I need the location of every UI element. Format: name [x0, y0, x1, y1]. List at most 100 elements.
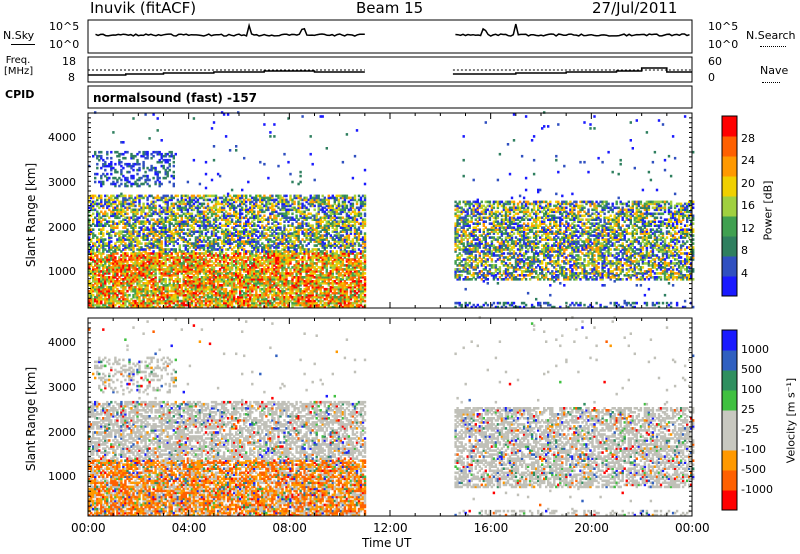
- power-cell: [215, 286, 217, 289]
- power-cell: [108, 177, 110, 180]
- power-cell: [171, 203, 173, 206]
- power-cell: [231, 203, 233, 206]
- power-cell: [283, 153, 285, 156]
- power-cell: [173, 165, 175, 168]
- power-cell: [201, 197, 203, 200]
- power-cell: [142, 203, 144, 206]
- power-cell: [94, 217, 96, 220]
- power-cell: [154, 244, 156, 247]
- power-cell: [245, 240, 247, 243]
- power-cell: [171, 284, 173, 287]
- power-cell: [179, 244, 181, 247]
- power-cell: [245, 260, 247, 263]
- power-cell: [140, 280, 142, 283]
- power-cell: [106, 213, 108, 216]
- power-cell: [104, 169, 106, 172]
- power-cell: [305, 248, 307, 251]
- power-cell: [261, 217, 263, 220]
- power-cell: [299, 175, 301, 178]
- power-cell: [261, 288, 263, 291]
- power-cell: [154, 197, 156, 200]
- power-cell: [201, 220, 203, 223]
- power-cell: [124, 157, 126, 160]
- power-cell: [245, 256, 247, 259]
- power-cell: [185, 276, 187, 279]
- power-cell: [261, 207, 263, 210]
- power-cell: [243, 157, 245, 160]
- power-cell: [189, 238, 191, 241]
- power-cell: [215, 248, 217, 251]
- power-cell: [279, 222, 281, 225]
- power-cell: [207, 203, 209, 206]
- power-cell: [187, 181, 189, 184]
- power-cell: [247, 181, 249, 184]
- power-cell: [314, 209, 316, 212]
- power-cell: [120, 183, 122, 186]
- power-cell: [124, 298, 126, 301]
- power-cell: [301, 115, 303, 118]
- power-cell: [94, 234, 96, 237]
- power-cell: [154, 252, 156, 255]
- power-cell: [110, 161, 112, 164]
- power-cell: [263, 215, 265, 218]
- power-cell: [291, 250, 293, 253]
- power-cell: [124, 163, 126, 166]
- power-cell: [215, 276, 217, 279]
- power-cell: [140, 284, 142, 287]
- power-cell: [144, 171, 146, 174]
- power-cell: [275, 195, 277, 198]
- power-cell: [299, 181, 301, 184]
- power-cell: [134, 205, 136, 208]
- power-cell: [191, 213, 193, 216]
- power-cell: [245, 201, 247, 204]
- power-cell: [305, 207, 307, 210]
- power-cell: [171, 175, 173, 178]
- power-cell: [215, 264, 217, 267]
- power-cell: [138, 163, 140, 166]
- power-cell: [245, 250, 247, 253]
- power-cell: [219, 175, 221, 178]
- power-cell: [124, 242, 126, 245]
- power-cell: [140, 236, 142, 239]
- power-cell: [132, 117, 134, 120]
- power-cell: [217, 242, 219, 245]
- power-cell: [140, 177, 142, 180]
- power-cell: [110, 262, 112, 265]
- power-cell: [253, 211, 255, 214]
- power-cell: [261, 256, 263, 259]
- power-cell: [310, 153, 312, 156]
- power-cell: [231, 218, 233, 221]
- power-cell: [213, 159, 215, 162]
- power-cell: [154, 288, 156, 291]
- power-cell: [94, 181, 96, 184]
- power-cell: [183, 228, 185, 231]
- power-cell: [231, 256, 233, 259]
- power-cell: [169, 159, 171, 162]
- power-cell: [215, 232, 217, 235]
- power-cell: [185, 213, 187, 216]
- power-cell: [279, 226, 281, 229]
- power-cell: [154, 151, 156, 154]
- power-cell: [124, 217, 126, 220]
- power-cell: [124, 183, 126, 186]
- power-cell: [215, 270, 217, 273]
- power-cell: [96, 163, 98, 166]
- power-cell: [261, 242, 263, 245]
- power-cell: [201, 240, 203, 243]
- power-cell: [92, 228, 94, 231]
- power-cell: [94, 268, 96, 271]
- power-cell: [269, 135, 271, 138]
- power-cell: [275, 292, 277, 295]
- power-cell: [291, 240, 293, 243]
- power-cell: [173, 161, 175, 164]
- power-cell: [275, 282, 277, 285]
- power-cell: [275, 232, 277, 235]
- power-cell: [140, 226, 142, 229]
- power-cell: [140, 300, 142, 303]
- power-cell: [94, 151, 96, 154]
- power-cell: [267, 177, 269, 180]
- power-cell: [124, 207, 126, 210]
- power-cell: [169, 163, 171, 166]
- power-cell: [227, 113, 229, 116]
- power-cell: [225, 135, 227, 138]
